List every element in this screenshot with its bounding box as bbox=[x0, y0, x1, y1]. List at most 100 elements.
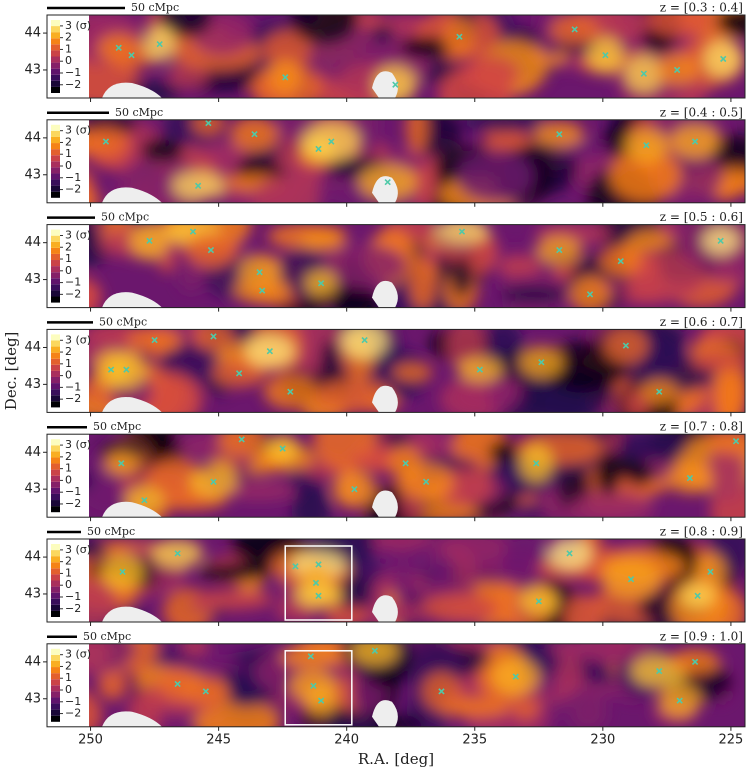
colorbar-tick-label: 3 (σ) bbox=[65, 228, 91, 241]
mask-region bbox=[372, 176, 398, 203]
marker bbox=[533, 460, 540, 467]
colorbar-level bbox=[51, 38, 60, 45]
colorbar-tick-label: 3 (σ) bbox=[65, 124, 91, 137]
colorbar-tick-label: 2 bbox=[65, 31, 72, 44]
marker bbox=[235, 370, 243, 377]
blobs bbox=[47, 329, 745, 413]
marker bbox=[292, 563, 299, 570]
marker bbox=[118, 460, 125, 467]
colorbar-tick-label: −1 bbox=[65, 171, 81, 184]
colorbar-tick-label: 3 (σ) bbox=[65, 333, 91, 346]
colorbar-tick-label: 1 bbox=[65, 357, 72, 370]
colorbar-level bbox=[51, 74, 60, 81]
colorbar-level bbox=[51, 401, 60, 408]
blob bbox=[198, 563, 273, 582]
blobs bbox=[47, 539, 745, 622]
colorbar-level bbox=[51, 260, 60, 267]
marker bbox=[640, 70, 647, 77]
blob bbox=[392, 363, 433, 382]
marker bbox=[556, 246, 563, 254]
blob bbox=[321, 243, 407, 288]
colorbar-level bbox=[51, 610, 60, 617]
y-tick-label: 44 bbox=[24, 235, 41, 250]
blob bbox=[563, 595, 605, 622]
marker bbox=[458, 228, 466, 235]
colorbar-tick-label: 0 bbox=[65, 264, 72, 277]
mask-region bbox=[102, 501, 162, 518]
x-tick-label: 250 bbox=[78, 732, 103, 747]
marker bbox=[107, 366, 115, 373]
blob bbox=[191, 119, 226, 136]
colorbar-tick-label: 2 bbox=[65, 450, 72, 463]
marker bbox=[174, 680, 181, 688]
colorbar-level bbox=[51, 241, 60, 248]
marker bbox=[402, 460, 409, 467]
colorbar-level bbox=[51, 20, 60, 27]
colorbar-level bbox=[51, 475, 60, 482]
marker bbox=[371, 647, 379, 654]
axes-frame bbox=[46, 538, 746, 623]
colorbar-level bbox=[51, 383, 60, 390]
colorbar-level bbox=[51, 568, 60, 575]
blob bbox=[406, 119, 428, 154]
marker bbox=[115, 44, 122, 51]
blob bbox=[712, 359, 745, 413]
colorbar-level bbox=[51, 376, 60, 384]
marker bbox=[351, 485, 358, 493]
blob bbox=[616, 434, 688, 462]
panel: 3 (σ)210−1−2 43 44 50 cMpc z = [0.3 : 0.4] bbox=[24, 1, 746, 102]
colorbar-level bbox=[51, 506, 60, 513]
marker bbox=[691, 658, 699, 666]
marker bbox=[586, 291, 594, 298]
blob bbox=[193, 329, 234, 351]
blob bbox=[337, 572, 370, 616]
marker bbox=[317, 280, 325, 287]
redshift-label: z = [0.8 : 0.9] bbox=[660, 525, 743, 539]
panel: 3 (σ)210−1−2 43 44 50 cMpc z = [0.6 : 0.7] De… bbox=[2, 315, 746, 417]
colorbar-tick-label: −2 bbox=[65, 602, 81, 615]
scale-bar-label: 50 cMpc bbox=[87, 525, 135, 538]
marker bbox=[123, 366, 130, 373]
blob bbox=[502, 385, 592, 413]
redshift-label: z = [0.5 : 0.6] bbox=[660, 210, 743, 224]
colorbar-tick-label: −2 bbox=[65, 78, 81, 91]
blob bbox=[609, 454, 644, 479]
blob bbox=[569, 692, 607, 727]
colorbar-level bbox=[51, 124, 60, 131]
colorbar-level bbox=[51, 685, 60, 692]
marker bbox=[535, 598, 542, 605]
blob bbox=[340, 329, 389, 360]
colorbar-tick-label: 2 bbox=[65, 345, 72, 358]
colorbar-level bbox=[51, 598, 60, 605]
marker bbox=[256, 269, 263, 276]
blob bbox=[706, 445, 745, 500]
colorbar-tick-label: 3 (σ) bbox=[65, 19, 91, 32]
panel: 3 (σ)210−1−2 43 44 50 cMpc z = [0.8 : 0.9] bbox=[24, 525, 746, 626]
marker bbox=[174, 550, 181, 557]
colorbar-level bbox=[51, 191, 60, 198]
colorbar-tick-label: −1 bbox=[65, 380, 81, 393]
marker bbox=[602, 52, 609, 59]
colorbar-level bbox=[51, 574, 60, 581]
colorbar-tick-label: −2 bbox=[65, 392, 81, 405]
axes-frame bbox=[46, 328, 746, 413]
colorbar-tick-label: 3 (σ) bbox=[65, 648, 91, 661]
blob bbox=[291, 485, 331, 518]
blob bbox=[716, 15, 745, 37]
y-tick-label: 43 bbox=[24, 272, 41, 287]
marker bbox=[189, 228, 197, 235]
panel: 3 (σ)210−1−2 43 44 50 cMpc z = [0.4 : 0.5] bbox=[24, 105, 746, 207]
colorbar-level bbox=[51, 691, 60, 698]
marker bbox=[307, 653, 314, 660]
scale-bar-label: 50 cMpc bbox=[115, 106, 163, 119]
colorbar-level bbox=[51, 284, 60, 291]
blob bbox=[498, 255, 541, 278]
y-tick-label: 44 bbox=[24, 26, 41, 41]
mask-region bbox=[372, 595, 398, 622]
colorbar-level bbox=[51, 296, 60, 303]
colorbar-tick-label: −1 bbox=[65, 590, 81, 603]
blob bbox=[399, 36, 455, 58]
colorbar-level bbox=[51, 149, 60, 156]
marker bbox=[438, 688, 445, 695]
marker bbox=[617, 257, 624, 265]
